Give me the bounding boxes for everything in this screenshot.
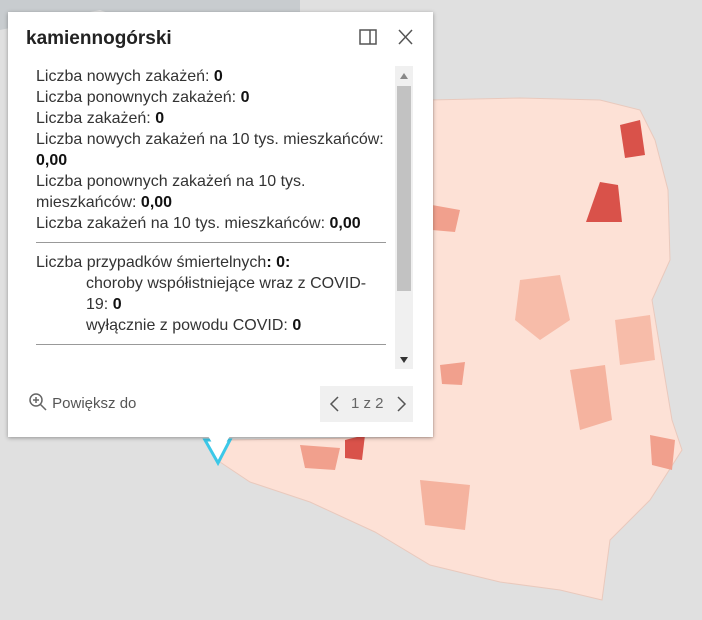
- pager-label: 1 z 2: [351, 395, 384, 412]
- region: [615, 315, 655, 365]
- field: Liczba zakażeń na 10 tys. mieszkańców: 0…: [36, 213, 386, 234]
- field-label: Liczba nowych zakażeń:: [36, 68, 214, 85]
- field-value: : 0:: [266, 254, 291, 271]
- field: wyłącznie z powodu COVID: 0: [36, 315, 386, 336]
- field: Liczba przypadków śmiertelnych: 0:: [36, 252, 386, 273]
- region: [345, 435, 365, 460]
- zoom-icon: [29, 393, 47, 411]
- popup-pointer: [208, 436, 230, 454]
- region: [300, 445, 340, 470]
- field-value: 0: [112, 296, 122, 313]
- pager: 1 z 2: [320, 386, 413, 422]
- region: [515, 275, 570, 340]
- zoom-label: Powiększ do: [52, 395, 137, 412]
- field: choroby współistniejące wraz z COVID-19:…: [36, 273, 386, 315]
- next-button[interactable]: [397, 396, 407, 412]
- region: [432, 205, 460, 232]
- field: Liczba ponownych zakażeń na 10 tys. mies…: [36, 171, 386, 213]
- field-value: 0,00: [36, 152, 68, 169]
- field-value: 0: [240, 89, 250, 106]
- prev-button[interactable]: [329, 396, 339, 412]
- field-value: 0: [155, 110, 165, 127]
- field-label: Liczba przypadków śmiertelnych: [36, 254, 267, 271]
- region: [570, 365, 612, 430]
- region: [650, 435, 675, 470]
- field-value: 0: [292, 317, 302, 334]
- dock-button[interactable]: [359, 29, 377, 45]
- field-value: 0,00: [329, 215, 361, 232]
- scrollbar[interactable]: [395, 66, 413, 369]
- field: Liczba nowych zakażeń na 10 tys. mieszka…: [36, 129, 386, 171]
- region: [586, 182, 622, 222]
- popup-content: Liczba nowych zakażeń: 0 Liczba ponownych…: [36, 66, 386, 369]
- field: Liczba ponownych zakażeń: 0: [36, 87, 386, 108]
- popup-title: kamiennogórski: [26, 28, 172, 49]
- field-label: choroby współistniejące wraz z COVID-19:: [86, 275, 367, 313]
- field-label: Liczba ponownych zakażeń:: [36, 89, 241, 106]
- popup-actions: [359, 29, 413, 45]
- separator: [36, 344, 386, 345]
- zoom-to[interactable]: Powiększ do: [28, 392, 136, 412]
- field-value: 0,00: [140, 194, 173, 211]
- field-label: Liczba nowych zakażeń na 10 tys. mieszka…: [36, 131, 384, 148]
- field-value: 0: [213, 68, 223, 85]
- close-button[interactable]: [398, 29, 413, 45]
- field: Liczba zakażeń: 0: [36, 108, 386, 129]
- region: [620, 120, 645, 158]
- region: [420, 480, 470, 530]
- separator: [36, 242, 386, 243]
- field-label: Liczba zakażeń:: [36, 110, 156, 127]
- field-label: wyłącznie z powodu COVID:: [86, 317, 293, 334]
- field-label: Liczba zakażeń na 10 tys. mieszkańców:: [36, 215, 330, 232]
- field-label: Liczba ponownych zakażeń na 10 tys. mies…: [36, 173, 306, 211]
- region: [440, 362, 465, 385]
- field: Liczba nowych zakażeń: 0: [36, 66, 386, 87]
